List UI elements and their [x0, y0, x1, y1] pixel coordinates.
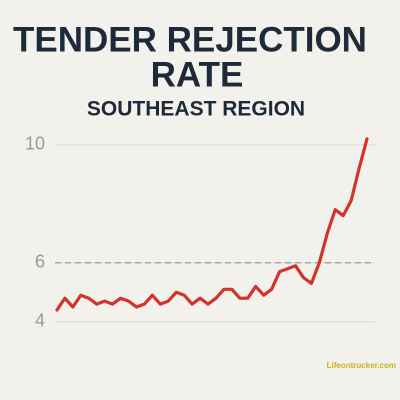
chart-title: TENDER REJECTION	[13, 20, 367, 59]
y-tick-label: 10	[25, 134, 45, 154]
y-tick-label: 4	[35, 311, 45, 331]
watermark: Lifeontrucker.com	[327, 361, 396, 370]
data-line	[55, 137, 369, 312]
y-tick-label: 6	[35, 252, 45, 272]
chart-subtitle: SOUTHEAST REGION	[87, 98, 305, 121]
chart-title: RATE	[151, 55, 244, 94]
